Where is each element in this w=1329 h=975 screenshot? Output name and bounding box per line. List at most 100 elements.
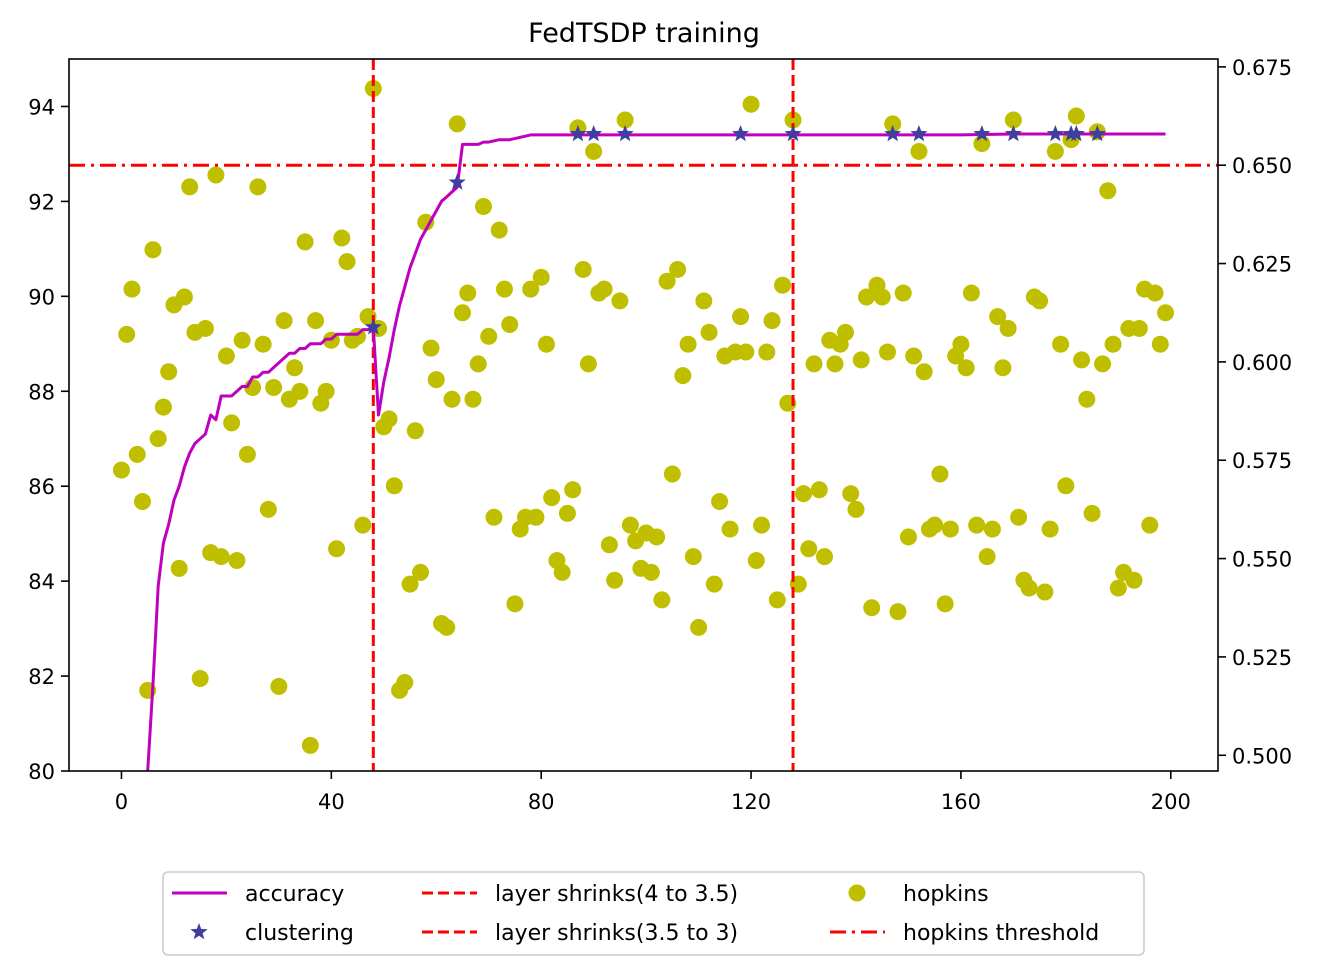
legend-item: clustering: [190, 921, 354, 946]
hopkins-point: [396, 673, 414, 691]
hopkins-point: [826, 355, 844, 373]
hopkins-point: [999, 319, 1017, 337]
hopkins-point: [1010, 508, 1028, 526]
hopkins-point: [847, 500, 865, 518]
clustering-point: [732, 125, 750, 142]
hopkins-point: [1041, 520, 1059, 538]
clustering-point: [448, 173, 466, 190]
legend-item: hopkins threshold: [830, 921, 1099, 946]
hopkins-point: [768, 591, 786, 609]
hopkins-point: [128, 445, 146, 463]
y-right-tick-label: 0.600: [1232, 351, 1292, 375]
hopkins-point: [385, 477, 403, 495]
hopkins-points: [112, 80, 1175, 754]
hopkins-point: [1052, 335, 1070, 353]
hopkins-point: [579, 355, 597, 373]
hopkins-point: [915, 363, 933, 381]
hopkins-point: [695, 292, 713, 310]
hopkins-point: [795, 485, 813, 503]
hopkins-point: [427, 371, 445, 389]
hopkins-point: [1109, 579, 1127, 597]
hopkins-point: [527, 508, 545, 526]
y-left-tick-label: 92: [28, 190, 55, 214]
hopkins-point: [317, 382, 335, 400]
hopkins-point: [291, 382, 309, 400]
x-axis-ticks: 0 40 80 120 160 200: [115, 771, 1191, 814]
hopkins-point: [144, 241, 162, 259]
hopkins-point: [223, 414, 241, 432]
reference-lines: [69, 59, 1218, 771]
clustering-point: [884, 125, 902, 142]
hopkins-point: [1078, 390, 1096, 408]
hopkins-point: [401, 575, 419, 593]
hopkins-point: [884, 115, 902, 133]
hopkins-point: [270, 677, 288, 695]
hopkins-point: [774, 276, 792, 294]
hopkins-point: [506, 595, 524, 613]
hopkins-point: [212, 548, 230, 566]
hopkins-point: [1004, 111, 1022, 129]
hopkins-point: [380, 410, 398, 428]
legend-item: accuracy: [172, 882, 344, 907]
hopkins-point: [1046, 142, 1064, 160]
hopkins-point: [333, 229, 351, 247]
hopkins-point: [490, 221, 508, 239]
hopkins-point: [364, 80, 382, 98]
hopkins-point: [705, 575, 723, 593]
hopkins-point: [1020, 579, 1038, 597]
hopkins-point: [495, 280, 513, 298]
clustering-point: [973, 125, 991, 142]
hopkins-point: [653, 591, 671, 609]
hopkins-point: [438, 618, 456, 636]
hopkins-point: [443, 390, 461, 408]
hopkins-point: [1157, 304, 1175, 322]
hopkins-point: [1104, 335, 1122, 353]
hopkins-point: [354, 516, 372, 534]
hopkins-point: [275, 312, 293, 330]
hopkins-point: [453, 304, 471, 322]
legend-clustering-swatch: [190, 923, 208, 940]
y-left-tick-label: 80: [28, 760, 55, 784]
hopkins-point: [254, 335, 272, 353]
hopkins-point: [611, 292, 629, 310]
hopkins-point: [669, 260, 687, 278]
clustering-point: [569, 125, 587, 142]
hopkins-point: [160, 363, 178, 381]
x-tick-label: 200: [1151, 790, 1191, 814]
hopkins-point: [842, 485, 860, 503]
hopkins-point: [1099, 182, 1117, 200]
x-tick-label: 80: [528, 790, 555, 814]
hopkins-point: [133, 493, 151, 511]
y-right-tick-label: 0.550: [1232, 548, 1292, 572]
hopkins-point: [558, 504, 576, 522]
y-right-tick-label: 0.575: [1232, 449, 1292, 473]
hopkins-point: [238, 445, 256, 463]
hopkins-point: [905, 347, 923, 365]
hopkins-point: [118, 325, 136, 343]
clustering-points: [364, 125, 1106, 335]
hopkins-point: [480, 327, 498, 345]
hopkins-point: [1151, 335, 1169, 353]
hopkins-point: [564, 481, 582, 499]
clustering-point: [910, 125, 928, 142]
hopkins-point: [800, 540, 818, 558]
clustering-point: [1067, 125, 1085, 142]
hopkins-point: [464, 390, 482, 408]
hopkins-point: [532, 268, 550, 286]
hopkins-point: [742, 95, 760, 113]
hopkins-point: [747, 552, 765, 570]
hopkins-point: [307, 312, 325, 330]
hopkins-point: [406, 422, 424, 440]
hopkins-point: [721, 520, 739, 538]
hopkins-point: [878, 343, 896, 361]
hopkins-point: [936, 595, 954, 613]
clustering-point: [1046, 125, 1064, 142]
hopkins-point: [154, 398, 172, 416]
hopkins-point: [1130, 319, 1148, 337]
legend-label: hopkins: [903, 882, 989, 907]
y-right-axis-ticks: 0.500 0.525 0.550 0.575 0.600 0.625 0.650 0.675: [1218, 56, 1292, 768]
hopkins-point: [758, 343, 776, 361]
hopkins-point: [926, 516, 944, 534]
hopkins-point: [663, 465, 681, 483]
hopkins-point: [700, 323, 718, 341]
